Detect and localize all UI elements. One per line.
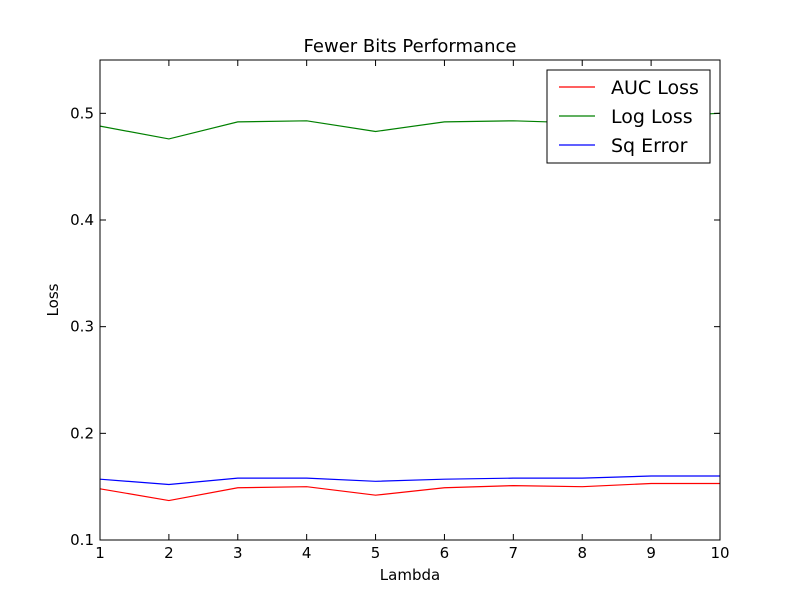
- y-tick-label: 0.3: [70, 318, 94, 336]
- x-tick-label: 6: [440, 544, 450, 562]
- series-line-sq-error: [99, 475, 720, 486]
- x-tick-label: 1: [95, 544, 105, 562]
- x-tick-label: 2: [164, 544, 174, 562]
- y-axis-title: Loss: [44, 283, 62, 316]
- series-line-auc-loss: [99, 482, 720, 502]
- x-tick-label: 9: [646, 544, 656, 562]
- y-tick-label: 0.5: [70, 104, 94, 122]
- x-axis-title: Lambda: [380, 566, 440, 584]
- y-tick-label: 0.2: [70, 424, 94, 442]
- legend-label-log-loss: Log Loss: [611, 106, 693, 128]
- x-tick-label: 4: [302, 544, 312, 562]
- legend-label-sq-error: Sq Error: [611, 135, 688, 157]
- x-tick-label: 8: [577, 544, 587, 562]
- y-tick-label: 0.1: [70, 531, 94, 549]
- legend: AUC Loss Log Loss Sq Error: [546, 69, 711, 164]
- y-tick-label: 0.4: [70, 211, 94, 229]
- series-layer: [99, 112, 721, 502]
- legend-label-auc-loss: AUC Loss: [611, 77, 699, 99]
- x-tick-label: 5: [371, 544, 381, 562]
- plot-frame: [99, 59, 721, 541]
- x-tick-label: 10: [710, 544, 729, 562]
- x-tick-label: 3: [233, 544, 243, 562]
- chart-title: Fewer Bits Performance: [304, 36, 517, 57]
- x-tick-label: 7: [509, 544, 519, 562]
